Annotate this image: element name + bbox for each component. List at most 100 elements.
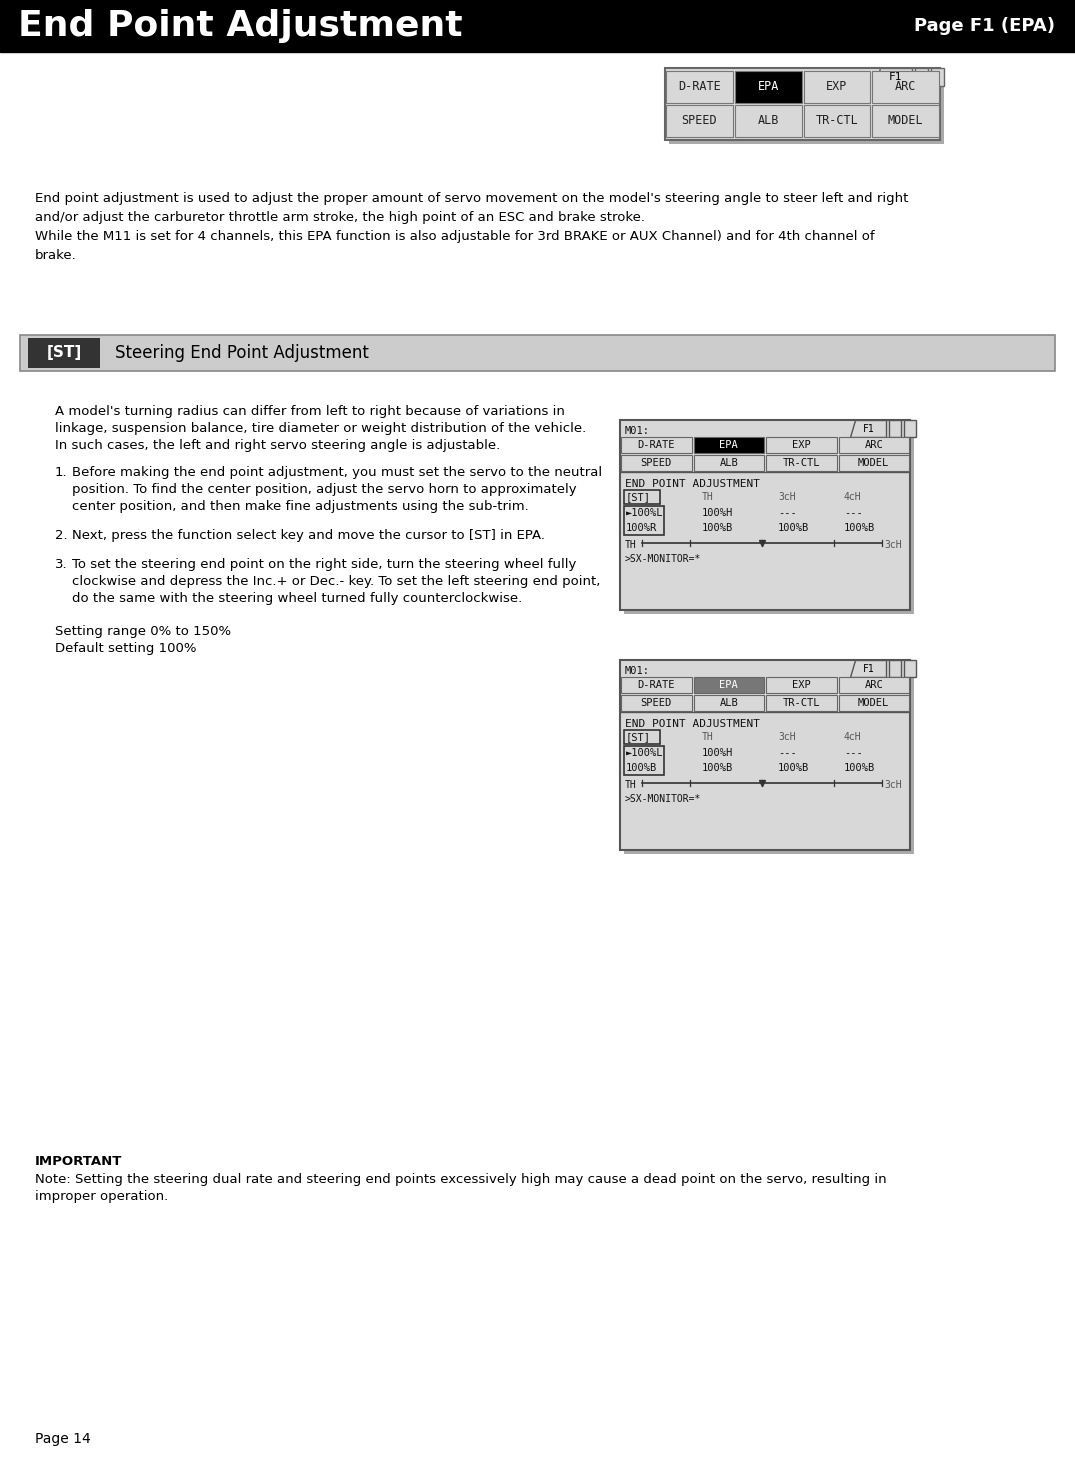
Text: ►100%L: ►100%L — [626, 749, 663, 757]
Text: ---: --- — [844, 749, 863, 757]
Text: End point adjustment is used to adjust the proper amount of servo movement on th: End point adjustment is used to adjust t… — [35, 192, 908, 206]
Bar — [838, 694, 909, 711]
Text: F1: F1 — [863, 664, 875, 674]
Text: 3cH: 3cH — [778, 492, 796, 502]
Text: center position, and then make fine adjustments using the sub-trim.: center position, and then make fine adju… — [72, 501, 529, 512]
Text: SPEED: SPEED — [682, 115, 717, 128]
Bar — [838, 437, 909, 454]
Text: D-RATE: D-RATE — [637, 680, 675, 690]
Text: 4cH: 4cH — [844, 733, 862, 741]
Text: SPEED: SPEED — [641, 458, 672, 468]
Text: TR-CTL: TR-CTL — [783, 458, 820, 468]
Text: 100%B: 100%B — [702, 523, 733, 533]
Text: 100%R: 100%R — [626, 523, 657, 533]
Text: ARC: ARC — [864, 440, 884, 451]
Text: 100%H: 100%H — [702, 508, 733, 518]
Bar — [20, 335, 1055, 371]
Text: TH: TH — [702, 733, 714, 741]
Bar — [734, 106, 802, 137]
Text: M01:: M01: — [625, 666, 650, 675]
Text: 1.: 1. — [55, 465, 68, 479]
Bar — [904, 420, 916, 437]
Text: [ST]: [ST] — [626, 733, 651, 741]
Bar — [734, 70, 802, 103]
Text: 3cH: 3cH — [778, 733, 796, 741]
Bar — [872, 70, 938, 103]
Text: Setting range 0% to 150%: Setting range 0% to 150% — [55, 625, 231, 639]
Text: TR-CTL: TR-CTL — [783, 697, 820, 708]
Bar — [621, 677, 691, 693]
Text: position. To find the center position, adjust the servo horn to approximately: position. To find the center position, a… — [72, 483, 576, 496]
Bar — [838, 455, 909, 471]
Text: To set the steering end point on the right side, turn the steering wheel fully: To set the steering end point on the rig… — [72, 558, 576, 571]
Bar — [693, 437, 764, 454]
Text: MODEL: MODEL — [858, 458, 889, 468]
Bar — [624, 746, 664, 775]
Text: [ST]: [ST] — [626, 492, 651, 502]
Text: IMPORTANT: IMPORTANT — [35, 1155, 123, 1169]
Text: EXP: EXP — [792, 440, 811, 451]
Text: ALB: ALB — [758, 115, 778, 128]
Bar — [872, 106, 938, 137]
Bar — [620, 661, 911, 850]
Bar — [766, 677, 836, 693]
Text: [ST]: [ST] — [46, 345, 82, 361]
Polygon shape — [850, 420, 886, 437]
Text: While the M11 is set for 4 channels, this EPA function is also adjustable for 3r: While the M11 is set for 4 channels, thi… — [35, 230, 875, 244]
Text: linkage, suspension balance, tire diameter or weight distribution of the vehicle: linkage, suspension balance, tire diamet… — [55, 421, 586, 435]
Polygon shape — [850, 661, 886, 677]
Text: MODEL: MODEL — [858, 697, 889, 708]
Bar — [693, 455, 764, 471]
Text: and/or adjust the carburetor throttle arm stroke, the high point of an ESC and b: and/or adjust the carburetor throttle ar… — [35, 211, 645, 225]
Bar — [28, 338, 100, 368]
Text: 100%B: 100%B — [702, 763, 733, 774]
Text: TH: TH — [625, 780, 636, 790]
Text: MODEL: MODEL — [888, 115, 923, 128]
Text: ►100%L: ►100%L — [626, 508, 663, 518]
Text: END POINT ADJUSTMENT: END POINT ADJUSTMENT — [625, 719, 760, 730]
Text: M01:: M01: — [625, 426, 650, 436]
Bar — [803, 106, 871, 137]
Bar — [620, 420, 911, 611]
Bar — [669, 72, 944, 144]
Bar — [889, 661, 901, 677]
Text: End Point Adjustment: End Point Adjustment — [18, 9, 462, 43]
Text: Page 14: Page 14 — [35, 1431, 90, 1446]
Bar — [889, 420, 901, 437]
Bar — [624, 424, 914, 614]
Bar — [666, 70, 733, 103]
Text: Steering End Point Adjustment: Steering End Point Adjustment — [115, 344, 369, 363]
Text: 3cH: 3cH — [884, 540, 902, 550]
Bar — [766, 455, 836, 471]
Bar — [621, 455, 691, 471]
Text: In such cases, the left and right servo steering angle is adjustable.: In such cases, the left and right servo … — [55, 439, 500, 452]
Text: ---: --- — [778, 749, 797, 757]
Text: 4cH: 4cH — [844, 492, 862, 502]
Text: EXP: EXP — [827, 81, 847, 94]
Text: EPA: EPA — [719, 680, 739, 690]
Text: >SX-MONITOR=*: >SX-MONITOR=* — [625, 794, 701, 804]
Text: >SX-MONITOR=*: >SX-MONITOR=* — [625, 553, 701, 564]
Text: 100%B: 100%B — [778, 763, 809, 774]
Text: 3.: 3. — [55, 558, 68, 571]
Bar — [766, 437, 836, 454]
Text: END POINT ADJUSTMENT: END POINT ADJUSTMENT — [625, 479, 760, 489]
Bar — [624, 664, 914, 854]
Text: D-RATE: D-RATE — [678, 81, 720, 94]
Text: TR-CTL: TR-CTL — [816, 115, 858, 128]
Text: Before making the end point adjustment, you must set the servo to the neutral: Before making the end point adjustment, … — [72, 465, 602, 479]
Text: 100%B: 100%B — [844, 763, 875, 774]
Bar — [621, 437, 691, 454]
Text: 2.: 2. — [55, 528, 68, 542]
Bar — [838, 677, 909, 693]
Text: 100%B: 100%B — [626, 763, 657, 774]
Text: TH: TH — [702, 492, 714, 502]
Bar — [621, 694, 691, 711]
Bar — [915, 68, 928, 87]
Text: D-RATE: D-RATE — [637, 440, 675, 451]
Text: ALB: ALB — [719, 697, 739, 708]
Text: Next, press the function select key and move the cursor to [ST] in EPA.: Next, press the function select key and … — [72, 528, 545, 542]
Text: 100%H: 100%H — [702, 749, 733, 757]
Bar — [693, 677, 764, 693]
Text: clockwise and depress the Inc.+ or Dec.- key. To set the left steering end point: clockwise and depress the Inc.+ or Dec.-… — [72, 575, 600, 589]
